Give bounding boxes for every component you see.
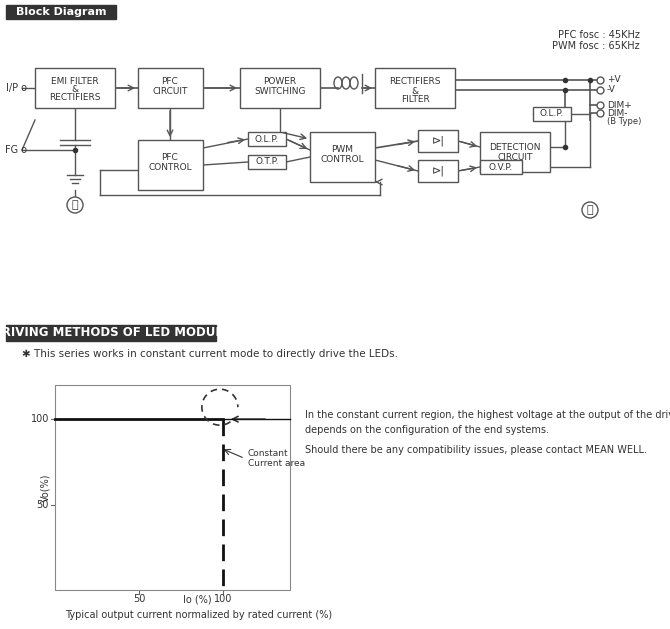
Text: PFC fosc : 45KHz: PFC fosc : 45KHz: [558, 30, 640, 40]
Text: Vo(%): Vo(%): [40, 473, 50, 502]
FancyBboxPatch shape: [533, 107, 571, 121]
FancyBboxPatch shape: [6, 5, 116, 19]
Text: PFC: PFC: [161, 77, 178, 87]
Text: ⏚: ⏚: [72, 200, 78, 210]
FancyBboxPatch shape: [480, 132, 550, 172]
Text: DIM-: DIM-: [607, 108, 628, 118]
Text: 50: 50: [37, 499, 49, 509]
Circle shape: [582, 202, 598, 218]
Text: DETECTION: DETECTION: [489, 143, 541, 152]
Text: o: o: [18, 83, 27, 93]
FancyBboxPatch shape: [480, 160, 522, 174]
Text: DRIVING METHODS OF LED MODULE: DRIVING METHODS OF LED MODULE: [0, 326, 230, 340]
Text: &: &: [411, 87, 419, 96]
Text: Should there be any compatibility issues, please contact MEAN WELL.: Should there be any compatibility issues…: [305, 445, 647, 455]
Text: Typical output current normalized by rated current (%): Typical output current normalized by rat…: [65, 610, 332, 620]
FancyBboxPatch shape: [375, 68, 455, 108]
Text: SWITCHING: SWITCHING: [254, 87, 306, 96]
Text: PWM: PWM: [331, 145, 353, 155]
Text: 100: 100: [31, 414, 49, 424]
Text: PFC: PFC: [161, 153, 178, 162]
FancyBboxPatch shape: [6, 325, 216, 341]
FancyBboxPatch shape: [310, 132, 375, 182]
FancyBboxPatch shape: [138, 140, 203, 190]
Text: O.L.P.: O.L.P.: [255, 135, 279, 143]
FancyBboxPatch shape: [248, 155, 286, 169]
Text: o: o: [18, 145, 27, 155]
Text: Block Diagram: Block Diagram: [16, 7, 107, 17]
Text: depends on the configuration of the end systems.: depends on the configuration of the end …: [305, 425, 549, 435]
Text: &: &: [72, 86, 78, 94]
Text: FILTER: FILTER: [401, 96, 429, 104]
Text: POWER: POWER: [263, 77, 297, 87]
Text: FG: FG: [5, 145, 18, 155]
Text: +V: +V: [607, 75, 620, 84]
FancyBboxPatch shape: [418, 160, 458, 182]
Text: I/P: I/P: [6, 83, 18, 93]
FancyBboxPatch shape: [35, 68, 115, 108]
Text: CONTROL: CONTROL: [320, 155, 364, 164]
Text: O.L.P.: O.L.P.: [540, 109, 564, 118]
FancyBboxPatch shape: [248, 132, 286, 146]
Text: O.V.P.: O.V.P.: [489, 162, 513, 172]
Text: ⊳|: ⊳|: [431, 136, 444, 147]
Text: RECTIFIERS: RECTIFIERS: [50, 94, 100, 103]
Text: -V: -V: [607, 86, 616, 94]
Text: EMI FILTER: EMI FILTER: [51, 77, 98, 87]
Text: ⊳|: ⊳|: [431, 166, 444, 176]
FancyBboxPatch shape: [55, 385, 290, 590]
Text: Io (%): Io (%): [183, 595, 212, 605]
Text: 50: 50: [133, 594, 145, 604]
Text: ⏚: ⏚: [587, 205, 594, 215]
Circle shape: [67, 197, 83, 213]
FancyBboxPatch shape: [418, 130, 458, 152]
FancyBboxPatch shape: [138, 68, 203, 108]
Text: CIRCUIT: CIRCUIT: [152, 87, 188, 96]
Text: In the constant current region, the highest voltage at the output of the driver: In the constant current region, the high…: [305, 410, 670, 420]
Text: (B Type): (B Type): [607, 118, 641, 126]
Text: Constant
Current area: Constant Current area: [248, 448, 305, 468]
Text: DIM+: DIM+: [607, 101, 632, 109]
Text: RECTIFIERS: RECTIFIERS: [389, 77, 441, 87]
Text: ✱ This series works in constant current mode to directly drive the LEDs.: ✱ This series works in constant current …: [22, 349, 398, 359]
FancyBboxPatch shape: [240, 68, 320, 108]
Text: 100: 100: [214, 594, 232, 604]
Text: O.T.P.: O.T.P.: [255, 157, 279, 167]
Text: PWM fosc : 65KHz: PWM fosc : 65KHz: [552, 41, 640, 51]
Text: CIRCUIT: CIRCUIT: [497, 152, 533, 162]
Text: CONTROL: CONTROL: [148, 162, 192, 172]
